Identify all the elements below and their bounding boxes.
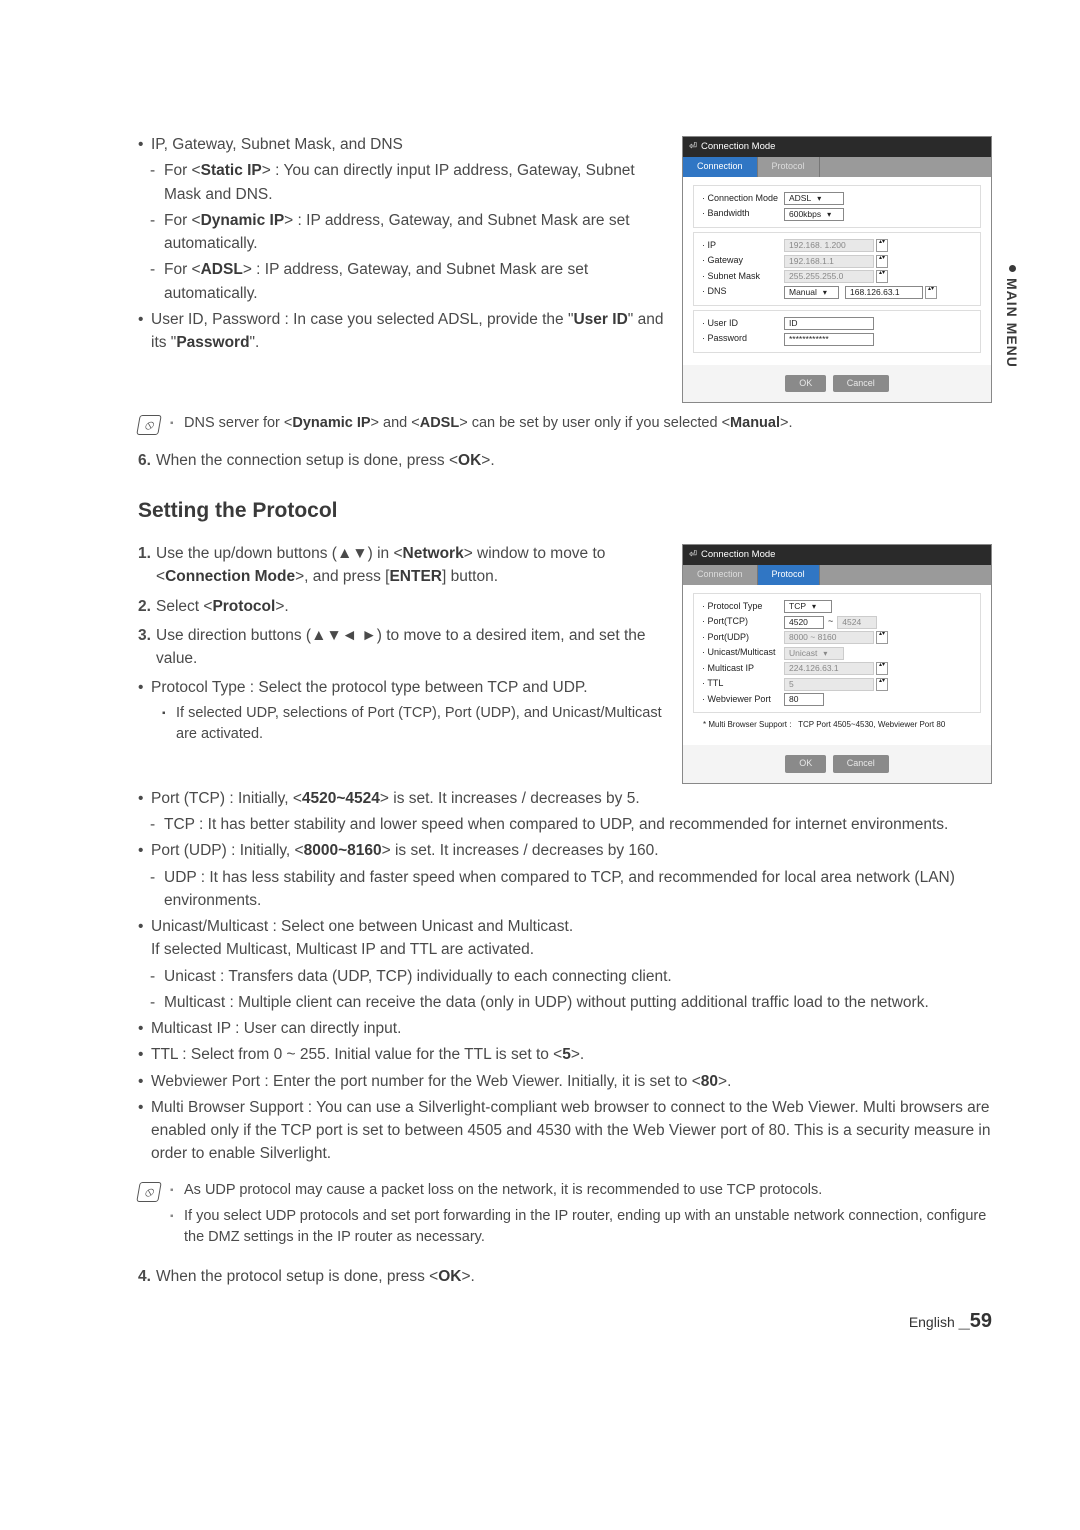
label-ttl: TTL (702, 677, 784, 691)
label-port-udp: Port(UDP) (702, 631, 784, 645)
sub-multicast-desc: -Multicast : Multiple client can receive… (150, 991, 992, 1014)
spinner[interactable]: ▴▾ (876, 678, 888, 691)
side-tab: MAIN MENU (1001, 265, 1022, 368)
sub-adsl: - For <ADSL> : IP address, Gateway, and … (150, 258, 664, 305)
note-icon: ⦸ (136, 1182, 162, 1202)
label-protocol-type: Protocol Type (702, 600, 784, 614)
spinner[interactable]: ▴▾ (925, 286, 937, 299)
sub-unicast-desc: -Unicast : Transfers data (UDP, TCP) ind… (150, 965, 992, 988)
dialog-title: ⏎ Connection Mode (683, 137, 991, 157)
select-connection-mode[interactable]: ADSL▾ (784, 192, 844, 205)
spinner[interactable]: ▴▾ (876, 631, 888, 644)
label-multicast-ip: Multicast IP (702, 662, 784, 676)
cancel-button[interactable]: Cancel (833, 755, 889, 773)
bullet-ip-gw: •IP, Gateway, Subnet Mask, and DNS (138, 133, 664, 156)
field-port-tcp-from[interactable]: 4520 (784, 616, 824, 629)
chevron-down-icon: ▾ (823, 647, 827, 660)
heading-setting-protocol: Setting the Protocol (138, 495, 992, 527)
field-ttl: 5 (784, 678, 874, 691)
label-ip: IP (702, 239, 784, 253)
chevron-down-icon: ▾ (823, 286, 827, 299)
ok-button[interactable]: OK (785, 755, 826, 773)
bullet-unicast-multicast: •Unicast/Multicast : Select one between … (138, 915, 992, 962)
tab-protocol[interactable]: Protocol (758, 565, 820, 585)
bullet-ttl: • TTL : Select from 0 ~ 255. Initial val… (138, 1043, 992, 1066)
protocol-step-1: 1. Use the up/down buttons (▲▼) in <Netw… (138, 542, 664, 589)
field-port-tcp-to: 4524 (837, 616, 877, 629)
ok-button[interactable]: OK (785, 375, 826, 393)
bullet-webviewer-port: • Webviewer Port : Enter the port number… (138, 1070, 992, 1093)
field-webviewer-port[interactable]: 80 (784, 693, 824, 706)
field-subnet-mask: 255.255.255.0 (784, 270, 874, 283)
field-user-id[interactable]: ID (784, 317, 874, 330)
protocol-dialog: ⏎ Connection Mode Connection Protocol Pr… (682, 544, 992, 784)
chevron-down-icon: ▾ (827, 208, 831, 221)
label-dns: DNS (702, 285, 784, 299)
spinner[interactable]: ▴▾ (876, 239, 888, 252)
step-6: 6. When the connection setup is done, pr… (138, 449, 992, 472)
spinner[interactable]: ▴▾ (876, 255, 888, 268)
cancel-button[interactable]: Cancel (833, 375, 889, 393)
spinner[interactable]: ▴▾ (876, 270, 888, 283)
label-connection-mode: Connection Mode (702, 192, 784, 206)
bullet-userid-pw: • User ID, Password : In case you select… (138, 308, 664, 355)
dialog-title: ⏎ Connection Mode (683, 545, 991, 565)
label-unicast-multicast: Unicast/Multicast (702, 646, 784, 660)
footnote-multi-browser: * Multi Browser Support : TCP Port 4505~… (693, 717, 981, 737)
select-dns-mode[interactable]: Manual▾ (784, 286, 839, 299)
field-gateway: 192.168.1.1 (784, 255, 874, 268)
note-dns-manual: ▪ DNS server for <Dynamic IP> and <ADSL>… (170, 413, 992, 435)
chevron-down-icon: ▾ (817, 192, 821, 205)
select-protocol-type[interactable]: TCP▾ (784, 600, 832, 613)
note-udp-dmz: ▪If you select UDP protocols and set por… (170, 1206, 992, 1250)
note-icon: ⦸ (136, 415, 162, 435)
label-password: Password (702, 332, 784, 346)
spinner[interactable]: ▴▾ (876, 662, 888, 675)
protocol-step-3: 3. Use direction buttons (▲▼◄ ►) to move… (138, 624, 664, 671)
field-port-udp: 8000 ~ 8160 (784, 631, 874, 644)
tab-connection[interactable]: Connection (683, 157, 758, 177)
protocol-step-2: 2. Select <Protocol>. (138, 595, 664, 618)
field-ip: 192.168. 1.200 (784, 239, 874, 252)
label-user-id: User ID (702, 317, 784, 331)
sub-dynamic-ip: - For <Dynamic IP> : IP address, Gateway… (150, 209, 664, 256)
field-password[interactable]: ************ (784, 333, 874, 346)
bullet-multicast-ip: •Multicast IP : User can directly input. (138, 1017, 992, 1040)
back-icon: ⏎ (689, 140, 697, 154)
label-gateway: Gateway (702, 254, 784, 268)
label-webviewer-port: Webviewer Port (702, 693, 784, 707)
tab-connection[interactable]: Connection (683, 565, 758, 585)
sub-tcp-desc: -TCP : It has better stability and lower… (150, 813, 992, 836)
chevron-down-icon: ▾ (812, 600, 816, 613)
sub-static-ip: - For <Static IP> : You can directly inp… (150, 159, 664, 206)
back-icon: ⏎ (689, 548, 697, 562)
bullet-multi-browser: •Multi Browser Support : You can use a S… (138, 1096, 992, 1166)
note-udp-packet-loss: ▪As UDP protocol may cause a packet loss… (170, 1180, 992, 1202)
bullet-protocol-type: •Protocol Type : Select the protocol typ… (138, 676, 664, 699)
page-number: English _59 (138, 1306, 992, 1336)
sub-udp-desc: -UDP : It has less stability and faster … (150, 866, 992, 913)
label-port-tcp: Port(TCP) (702, 615, 784, 629)
sub-udp-selections: ▪If selected UDP, selections of Port (TC… (162, 703, 664, 747)
label-subnet-mask: Subnet Mask (702, 270, 784, 284)
label-bandwidth: Bandwidth (702, 207, 784, 221)
connection-mode-dialog: ⏎ Connection Mode Connection Protocol Co… (682, 136, 992, 403)
field-multicast-ip: 224.126.63.1 (784, 662, 874, 675)
bullet-port-tcp: • Port (TCP) : Initially, <4520~4524> is… (138, 787, 992, 810)
protocol-step-4: 4. When the protocol setup is done, pres… (138, 1265, 992, 1288)
bullet-port-udp: • Port (UDP) : Initially, <8000~8160> is… (138, 839, 992, 862)
field-dns[interactable]: 168.126.63.1 (845, 286, 923, 299)
tab-protocol[interactable]: Protocol (758, 157, 820, 177)
select-unicast-multicast: Unicast▾ (784, 647, 844, 660)
select-bandwidth[interactable]: 600kbps▾ (784, 208, 844, 221)
